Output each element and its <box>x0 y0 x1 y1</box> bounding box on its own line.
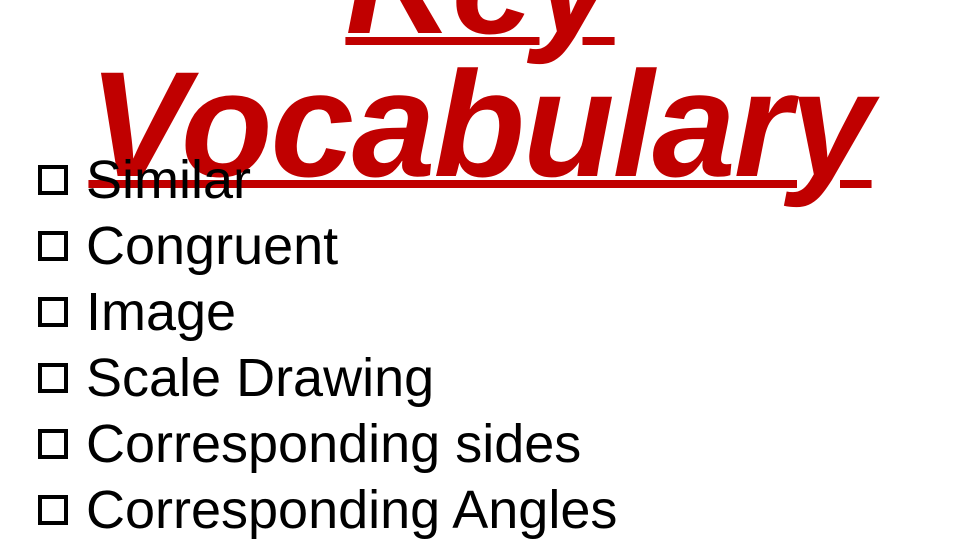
list-item: Congruent <box>38 214 617 278</box>
list-item: Corresponding sides <box>38 412 617 476</box>
list-item: Scale Drawing <box>38 346 617 410</box>
square-bullet-icon <box>38 429 68 459</box>
square-bullet-icon <box>38 297 68 327</box>
list-item: Corresponding Angles <box>38 478 617 540</box>
list-item-label: Corresponding Angles <box>86 479 617 540</box>
list-item-label: Image <box>86 281 236 343</box>
square-bullet-icon <box>38 363 68 393</box>
list-item: Similar <box>38 148 617 212</box>
list-item-label: Congruent <box>86 215 338 277</box>
square-bullet-icon <box>38 495 68 525</box>
list-item-label: Corresponding sides <box>86 413 581 475</box>
list-item-label: Similar <box>86 149 251 211</box>
square-bullet-icon <box>38 231 68 261</box>
vocabulary-list: Similar Congruent Image Scale Drawing Co… <box>38 148 617 540</box>
list-item-label: Scale Drawing <box>86 347 434 409</box>
square-bullet-icon <box>38 165 68 195</box>
list-item: Image <box>38 280 617 344</box>
